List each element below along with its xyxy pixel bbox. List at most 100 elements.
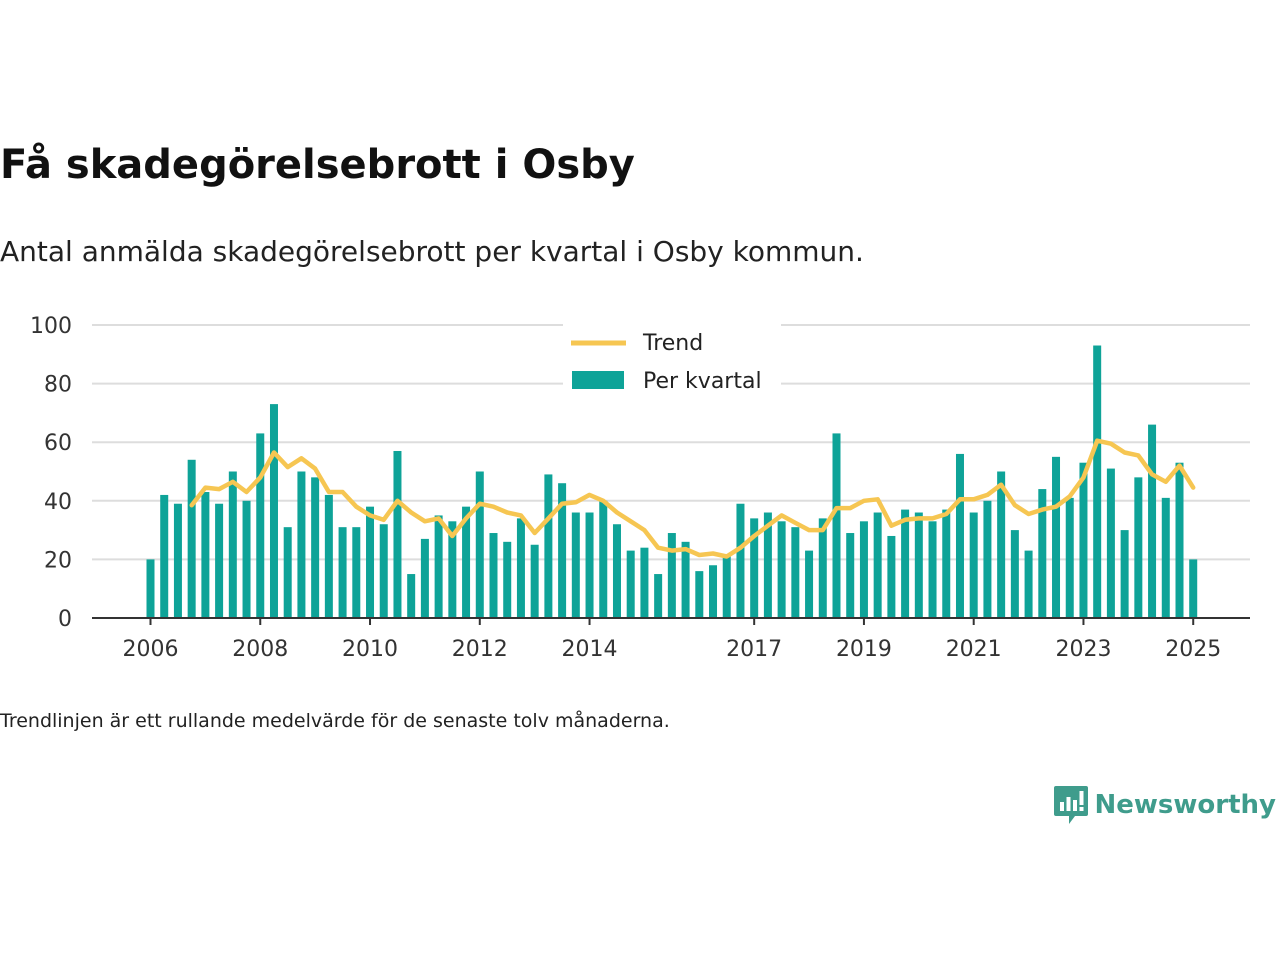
bar	[146, 559, 155, 618]
bar	[750, 518, 759, 618]
bar	[187, 459, 196, 618]
x-tick-label: 2012	[452, 637, 508, 662]
x-tick-label: 2014	[562, 637, 618, 662]
bar	[544, 474, 553, 618]
bar	[366, 506, 375, 618]
bar	[1106, 468, 1115, 618]
bar	[1120, 530, 1129, 618]
bar	[256, 433, 265, 618]
x-axis-tick-labels: 2006 2008 2010 2012 2014 2017 2019 2021 2023 2025	[123, 637, 1222, 662]
newsworthy-logo-icon	[1053, 786, 1088, 824]
bar	[681, 541, 690, 618]
x-axis	[92, 617, 1250, 625]
x-tick-label: 2008	[232, 637, 288, 662]
y-tick-label: 0	[58, 607, 72, 632]
legend-bar-swatch	[572, 371, 624, 389]
bar	[914, 512, 923, 618]
bar	[901, 509, 910, 618]
y-tick-label: 60	[44, 431, 72, 456]
bar	[462, 506, 471, 618]
bar	[160, 494, 169, 618]
bar	[1010, 530, 1019, 618]
bar	[640, 547, 649, 618]
y-tick-label: 40	[44, 490, 72, 515]
bar	[1038, 489, 1047, 618]
bar	[324, 494, 333, 618]
bar	[269, 404, 278, 618]
bar	[805, 550, 814, 618]
bar	[407, 574, 416, 618]
bar	[612, 524, 621, 618]
x-tick-label: 2006	[123, 637, 179, 662]
bar	[997, 471, 1006, 618]
bar	[201, 492, 210, 618]
bar	[763, 512, 772, 618]
y-tick-label: 20	[44, 548, 72, 573]
bar	[791, 527, 800, 618]
bar	[955, 453, 964, 618]
bar	[887, 535, 896, 618]
bar	[736, 503, 745, 618]
bar	[873, 512, 882, 618]
x-tick-label: 2021	[946, 637, 1002, 662]
bars-per-kvartal	[146, 345, 1198, 618]
x-tick-label: 2010	[342, 637, 398, 662]
bar	[846, 533, 855, 618]
trend-line-group	[189, 438, 1196, 559]
bar	[448, 521, 457, 618]
bar	[283, 527, 292, 618]
bar	[1189, 559, 1198, 618]
bar	[1161, 497, 1170, 618]
bar	[571, 512, 580, 618]
bar	[969, 512, 978, 618]
bar	[942, 509, 951, 618]
bar	[1134, 477, 1143, 618]
bar	[1065, 497, 1074, 618]
bar	[311, 477, 320, 618]
bar	[585, 512, 594, 618]
bar	[475, 471, 484, 618]
bar	[215, 503, 224, 618]
bar	[489, 533, 498, 618]
bar	[928, 521, 937, 618]
bar	[1052, 456, 1061, 618]
bar	[379, 524, 388, 618]
brand-name: Newsworthy	[1094, 790, 1276, 820]
bar	[352, 527, 361, 618]
bar	[777, 521, 786, 618]
x-tick-label: 2025	[1165, 637, 1221, 662]
x-tick-label: 2017	[726, 637, 782, 662]
bar	[832, 433, 841, 618]
bar	[722, 556, 731, 618]
legend-bar-label: Per kvartal	[643, 369, 762, 394]
bar	[393, 450, 402, 618]
bar	[1175, 462, 1184, 618]
footnote: Trendlinjen är ett rullande medelvärde f…	[0, 710, 670, 732]
bar	[709, 565, 718, 618]
trend-line	[189, 438, 1196, 559]
chart-subtitle: Antal anmälda skadegörelsebrott per kvar…	[0, 235, 864, 268]
bar	[228, 471, 237, 618]
bar	[983, 500, 992, 618]
bar	[1093, 345, 1102, 618]
bar	[818, 518, 827, 618]
bar	[599, 500, 608, 618]
bar	[503, 541, 512, 618]
x-tick-label: 2019	[836, 637, 892, 662]
bar	[558, 483, 567, 618]
bar	[516, 518, 525, 618]
bar	[1148, 424, 1157, 618]
y-axis-tick-labels: 0 20 40 60 80 100	[30, 314, 72, 632]
bar-chart: 0 20 40 60 80 100 2006 2008 2010 2012 2014 2017 201…	[30, 314, 1250, 662]
y-tick-label: 80	[44, 373, 72, 398]
bar	[859, 521, 868, 618]
x-tick-label: 2023	[1055, 637, 1111, 662]
bar	[420, 538, 429, 618]
brand[interactable]: Newsworthy	[1053, 782, 1276, 828]
bar	[626, 550, 635, 618]
bar	[1079, 462, 1088, 618]
bar	[654, 574, 663, 618]
bar	[297, 471, 306, 618]
y-tick-label: 100	[30, 314, 72, 339]
bar	[434, 515, 443, 618]
